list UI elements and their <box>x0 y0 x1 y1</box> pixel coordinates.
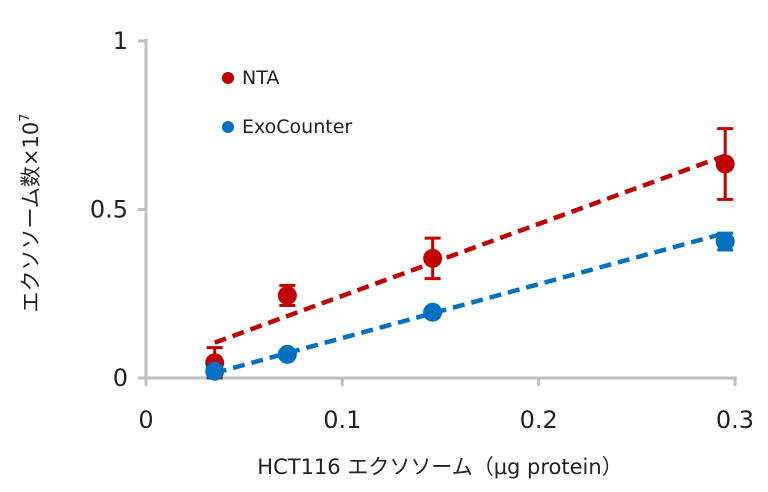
trend-line-exocounter <box>214 230 726 376</box>
legend-label-nta: NTA <box>242 67 279 89</box>
legend: NTA ExoCounter <box>222 67 352 138</box>
x-tick-label: 0.2 <box>520 406 558 434</box>
y-axis-title-exponent: 7 <box>18 114 33 122</box>
data-point-nta <box>277 285 297 305</box>
trend-lines <box>213 153 726 376</box>
y-tick-label: 1 <box>113 27 128 55</box>
trend-line-nta <box>213 153 726 345</box>
y-axis-title: エクソソーム数×107 <box>18 114 43 313</box>
legend-marker-exocounter <box>222 121 234 133</box>
data-point-exocounter <box>277 344 297 364</box>
x-tick-label: 0.3 <box>716 406 754 434</box>
y-tick-label: 0 <box>113 364 128 392</box>
data-point-exocounter <box>715 232 735 252</box>
data-point-nta <box>423 248 443 268</box>
legend-label-exocounter: ExoCounter <box>242 116 352 138</box>
legend-marker-nta <box>222 72 234 84</box>
y-axis-title-text: エクソソーム数×10 <box>19 122 43 313</box>
x-tick-label: 0 <box>138 406 153 434</box>
y-tick-label: 0.5 <box>90 196 128 224</box>
x-axis-title: HCT116 エクソソーム（μg protein） <box>257 455 622 479</box>
data-point-exocounter <box>205 361 225 381</box>
data-points <box>205 154 735 381</box>
axes: 0 0.5 1 0 0.1 0.2 0.3 <box>90 27 754 434</box>
data-point-nta <box>715 154 735 174</box>
error-bars <box>206 127 734 380</box>
data-point-exocounter <box>423 302 443 322</box>
x-tick-label: 0.1 <box>323 406 361 434</box>
